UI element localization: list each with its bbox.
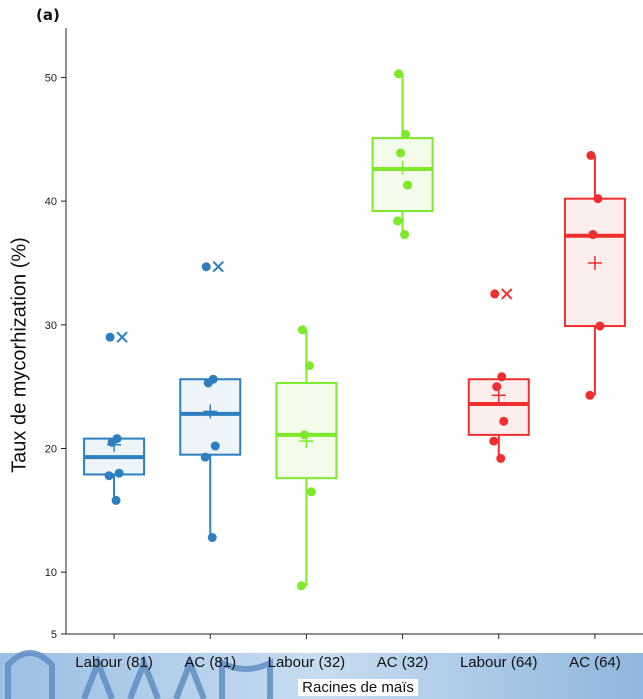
data-point (593, 194, 603, 204)
axes: 5 10 20 30 40 50 Labour (81) AC (81) Labour (32)… (45, 28, 643, 671)
y-tick-label: 10 (45, 567, 57, 579)
data-point (114, 468, 124, 478)
data-point (496, 453, 506, 463)
data-point (585, 390, 595, 400)
y-tick-label: 40 (45, 196, 57, 208)
data-point (297, 325, 307, 335)
data-point (490, 289, 500, 299)
x-axis-label: Racines de maïs (298, 679, 418, 696)
data-point (296, 581, 306, 591)
data-point (393, 216, 403, 226)
data-point (104, 471, 114, 481)
data-point (492, 382, 502, 392)
data-point (400, 230, 410, 240)
data-point (403, 180, 413, 190)
y-tick-label: 50 (45, 72, 57, 84)
outlier-marker (212, 260, 224, 273)
data-point (588, 230, 598, 240)
box (275, 381, 338, 480)
y-tick-label: 20 (45, 443, 57, 455)
data-point (105, 332, 115, 342)
data-point (595, 321, 605, 331)
outlier-marker (501, 288, 513, 300)
x-tick-label: Labour (81) (75, 654, 153, 671)
data-point (299, 430, 309, 440)
box-group (467, 288, 530, 463)
y-tick-label: 30 (45, 320, 57, 332)
x-tick-label: Labour (32) (268, 654, 346, 671)
data-point (586, 150, 596, 160)
data-point (200, 452, 210, 462)
data-point (111, 495, 121, 505)
x-tick-label: Labour (64) (460, 654, 538, 671)
x-tick-label: AC (81) (184, 654, 236, 671)
y-tick-label: 5 (51, 629, 57, 641)
box-group (371, 69, 434, 240)
data-point (306, 487, 316, 497)
outlier-marker (116, 331, 128, 343)
data-point (203, 378, 213, 388)
box (563, 197, 626, 328)
data-point (394, 69, 404, 79)
data-point (201, 262, 211, 272)
box-group (179, 260, 242, 543)
panel-label: (a) (36, 6, 60, 24)
data-point (499, 416, 509, 426)
data-point (210, 441, 220, 451)
data-point (401, 129, 411, 139)
data-point (497, 372, 507, 382)
data-point (489, 436, 499, 446)
box-group (275, 325, 338, 591)
box-group (563, 150, 626, 400)
data-point (207, 533, 217, 543)
x-tick-label: AC (64) (569, 654, 621, 671)
data-point (107, 437, 117, 447)
data-point (396, 148, 406, 158)
y-axis-label: Taux de mycorhization (%) (8, 237, 31, 473)
plot-area (83, 69, 626, 591)
data-point (304, 361, 314, 371)
x-tick-label: AC (32) (377, 654, 429, 671)
box-group (83, 331, 146, 505)
